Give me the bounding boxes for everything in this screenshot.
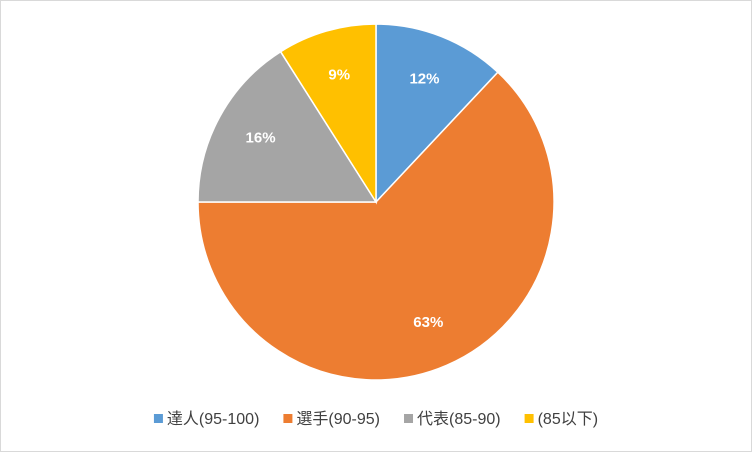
legend-swatch (153, 414, 163, 423)
legend-swatch (404, 414, 414, 423)
pie-slice (375, 23, 499, 204)
legend-label: (85以下) (538, 411, 598, 428)
data-label: 63% (413, 314, 443, 331)
data-label: 9% (328, 66, 350, 83)
data-label: 16% (246, 130, 276, 147)
legend-label: 達人(95-100) (167, 410, 259, 428)
data-label: 12% (409, 70, 439, 87)
legend-label: 代表(85-90) (417, 410, 501, 428)
pie-slice (197, 50, 378, 203)
pie-slice (279, 23, 377, 205)
pie-slice (197, 71, 555, 381)
legend-swatch (524, 414, 534, 423)
legend-swatch (283, 414, 293, 423)
legend-label: 選手(90-95) (296, 410, 380, 428)
